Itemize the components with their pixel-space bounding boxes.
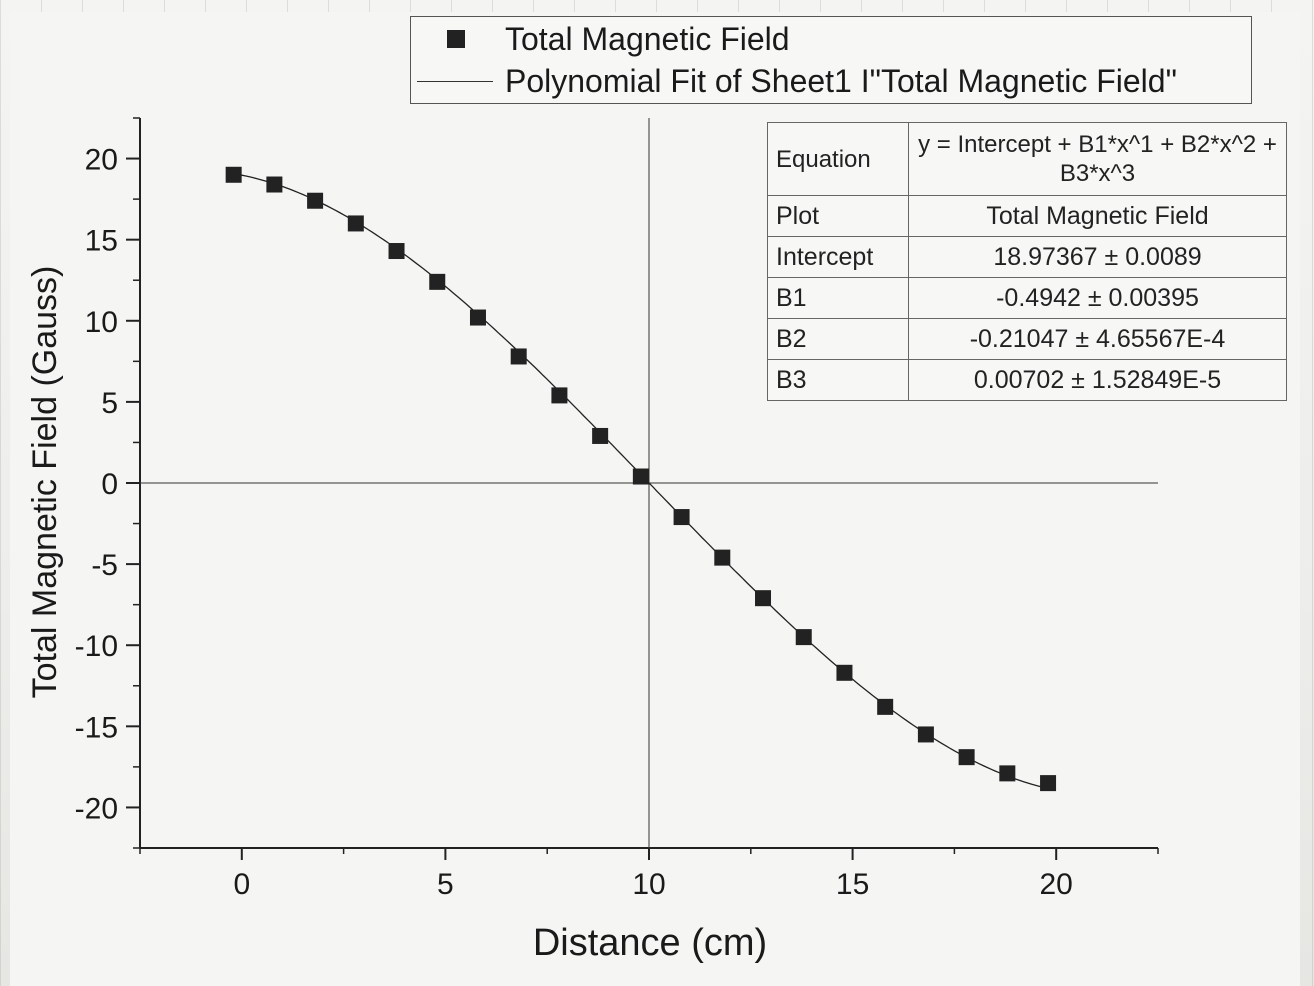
table-row: Plot Total Magnetic Field bbox=[767, 195, 1287, 237]
data-point bbox=[755, 590, 772, 607]
y-tick-label: 15 bbox=[85, 225, 118, 258]
fit-parameters-table: Equation y = Intercept + B1*x^1 + B2*x^2… bbox=[767, 122, 1287, 401]
row-value: Total Magnetic Field bbox=[908, 195, 1287, 237]
data-point bbox=[958, 749, 975, 766]
line-marker-icon bbox=[417, 80, 493, 82]
data-point bbox=[836, 664, 853, 681]
x-tick-label: 5 bbox=[437, 868, 454, 901]
data-point bbox=[347, 215, 364, 232]
row-label: B3 bbox=[767, 359, 909, 401]
data-point bbox=[795, 629, 812, 646]
table-row: B2 -0.21047 ± 4.65567E-4 bbox=[767, 318, 1287, 360]
data-point bbox=[1040, 775, 1057, 792]
table-row: Equation y = Intercept + B1*x^1 + B2*x^2… bbox=[767, 122, 1287, 196]
data-point bbox=[917, 726, 934, 743]
x-tick-label: 15 bbox=[836, 868, 869, 901]
legend-fit-label: Polynomial Fit of Sheet1 I"Total Magneti… bbox=[505, 62, 1177, 99]
y-tick-label: -20 bbox=[75, 792, 118, 825]
x-tick-label: 20 bbox=[1040, 868, 1073, 901]
legend: Total Magnetic Field Polynomial Fit of S… bbox=[410, 16, 1252, 104]
square-marker-icon bbox=[447, 30, 465, 48]
row-label: Intercept bbox=[767, 236, 909, 278]
data-point bbox=[714, 549, 731, 566]
y-tick-label: -5 bbox=[91, 549, 118, 582]
table-row: B1 -0.4942 ± 0.00395 bbox=[767, 277, 1287, 319]
x-tick-label: 0 bbox=[233, 868, 250, 901]
y-tick-label: -15 bbox=[75, 711, 118, 744]
x-tick-label: 10 bbox=[632, 868, 665, 901]
data-point bbox=[266, 176, 283, 193]
legend-row-fit: Polynomial Fit of Sheet1 I"Total Magneti… bbox=[411, 61, 1177, 101]
labels-layer: 20 15 10 5 0 -5 -10 -15 -20 0 5 10 15 20 bbox=[75, 144, 1073, 901]
data-point bbox=[307, 192, 324, 209]
data-point bbox=[592, 427, 609, 444]
equation-value: y = Intercept + B1*x^1 + B2*x^2 + B3*x^3 bbox=[908, 122, 1287, 196]
y-tick-label: -10 bbox=[75, 630, 118, 663]
y-axis-title: Total Magnetic Field (Gauss) bbox=[26, 266, 64, 699]
data-point bbox=[388, 243, 405, 260]
data-point bbox=[877, 698, 894, 715]
data-point bbox=[429, 273, 446, 290]
data-point bbox=[632, 468, 649, 485]
y-tick-label: 20 bbox=[85, 144, 118, 177]
row-value: 0.00702 ± 1.52849E-5 bbox=[908, 359, 1287, 401]
legend-series-label: Total Magnetic Field bbox=[505, 20, 790, 57]
data-point bbox=[510, 348, 527, 365]
y-tick-label: 10 bbox=[85, 306, 118, 339]
equation-label: Equation bbox=[767, 122, 909, 196]
row-value: 18.97367 ± 0.0089 bbox=[908, 236, 1287, 278]
data-point bbox=[673, 509, 690, 526]
data-point bbox=[999, 765, 1016, 782]
data-point bbox=[225, 166, 242, 183]
y-tick-label: 5 bbox=[101, 387, 118, 420]
data-point bbox=[551, 387, 568, 404]
row-value: -0.4942 ± 0.00395 bbox=[908, 277, 1287, 319]
legend-row-series: Total Magnetic Field bbox=[411, 19, 790, 59]
data-point bbox=[469, 309, 486, 326]
x-axis-title: Distance (cm) bbox=[533, 922, 767, 964]
row-label: B2 bbox=[767, 318, 909, 360]
table-row: Intercept 18.97367 ± 0.0089 bbox=[767, 236, 1287, 278]
row-label: B1 bbox=[767, 277, 909, 319]
y-tick-label: 0 bbox=[101, 468, 118, 501]
marks-layer bbox=[225, 166, 1057, 792]
row-label: Plot bbox=[767, 195, 909, 237]
row-value: -0.21047 ± 4.65567E-4 bbox=[908, 318, 1287, 360]
table-row: B3 0.00702 ± 1.52849E-5 bbox=[767, 359, 1287, 401]
